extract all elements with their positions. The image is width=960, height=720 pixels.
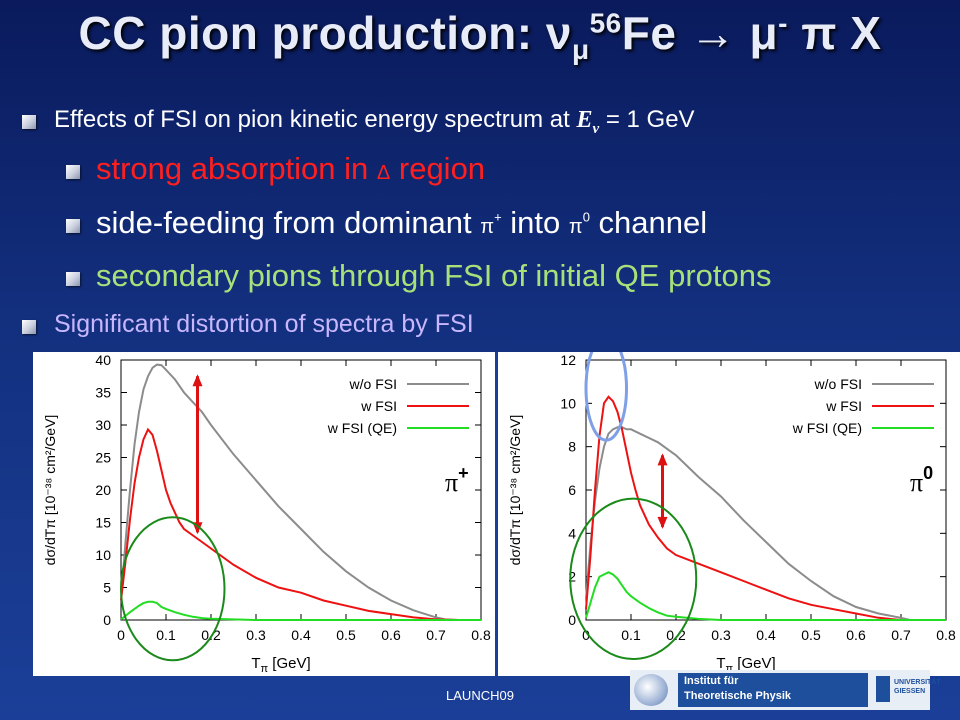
y-tick-label: 25 [95, 450, 111, 466]
y-tick-label: 5 [103, 580, 111, 596]
y-tick-label: 6 [568, 482, 576, 498]
legend-label: w FSI [825, 398, 862, 414]
legend-label: w FSI (QE) [327, 420, 397, 436]
bullet-square-icon [22, 115, 36, 129]
legend-label: w FSI [360, 398, 397, 414]
logo-emblem-icon [634, 674, 668, 706]
y-tick-label: 10 [560, 395, 576, 411]
y-tick-label: 4 [568, 525, 576, 541]
x-tick-label: 0.7 [426, 627, 446, 643]
legend-label: w/o FSI [349, 376, 397, 392]
y-tick-label: 10 [95, 547, 111, 563]
chart-pi-plus-svg: 0 0.1 0.2 0.3 0.4 0.5 0.6 0.7 0.8051015202530354… [42, 352, 491, 675]
x-tick-label: 0.4 [291, 627, 311, 643]
chart-pi-plus: 0 0.1 0.2 0.3 0.4 0.5 0.6 0.7 0.8 0 5 10 15 20 25 30 35 4… [33, 352, 495, 676]
y-axis-label: dσ/dTπ [10⁻³⁸ cm²/GeV] [507, 415, 523, 566]
logo-bar [678, 673, 868, 707]
qe-highlight-ellipse [569, 497, 698, 660]
logo-university: UNIVERSITÄT GIESSEN [894, 679, 941, 695]
y-tick-label: 2 [568, 569, 576, 585]
panel-label: π0 [910, 463, 933, 497]
institute-logo: Institut für Theoretische Physik UNIVERS… [630, 670, 941, 710]
x-axis-label: Tπ [GeV] [716, 655, 775, 675]
bullet-side-feeding: side-feeding from dominant π+ into π0 ch… [96, 205, 708, 240]
bullet-square-icon [66, 272, 80, 286]
university-emblem-icon [876, 676, 890, 702]
y-tick-label: 30 [95, 417, 111, 433]
plot-frame [585, 359, 947, 621]
x-tick-label: 0.6 [381, 627, 401, 643]
series-line-w-fsi [585, 395, 946, 621]
slide-title: CC pion production: νμ56Fe → μ- π X [78, 7, 882, 66]
qe-highlight-ellipse [120, 516, 226, 662]
x-tick-label: 0.6 [846, 627, 866, 643]
peak-highlight-ellipse [584, 352, 628, 442]
fsi-arrowhead-down [192, 522, 203, 535]
series-line-wo-fsi [120, 363, 481, 621]
chart-divider [495, 352, 498, 676]
x-tick-label: 0.5 [336, 627, 356, 643]
y-tick-label: 35 [95, 385, 111, 401]
x-tick-label: 0.1 [621, 627, 641, 643]
x-tick-label: 0 [582, 627, 590, 643]
series-line-w-fsi [120, 427, 481, 621]
logo-line2: Theoretische Physik [684, 690, 791, 702]
logo-line1: Institut für [684, 675, 739, 687]
y-tick-label: 40 [95, 352, 111, 368]
fsi-arrowhead-up [657, 453, 668, 466]
y-tick-label: 15 [95, 515, 111, 531]
bullet-square-icon [22, 320, 36, 334]
x-tick-label: 0.5 [801, 627, 821, 643]
x-tick-label: 0.3 [711, 627, 731, 643]
legend-label: w/o FSI [814, 376, 862, 392]
x-tick-label: 0.3 [246, 627, 266, 643]
y-axis-label: dσ/dTπ [10⁻³⁸ cm²/GeV] [42, 415, 58, 566]
chart-pi-zero: 0 0.1 0.2 0.3 0.4 0.5 0.6 0.7 0.8 0 2 4 6 8 10 12 Tπ [Ge… [498, 352, 960, 676]
bullet-secondary-pions: secondary pions through FSI of initial Q… [96, 258, 772, 293]
legend-label: w FSI (QE) [792, 420, 862, 436]
bullet-significant-distortion: Significant distortion of spectra by FSI [54, 310, 474, 338]
footer-conference: LAUNCH09 [446, 688, 514, 703]
x-tick-label: 0 [117, 627, 125, 643]
fsi-arrowhead-down [657, 516, 668, 529]
plot-frame [120, 359, 482, 621]
y-tick-label: 0 [103, 612, 111, 628]
bullet-effects-fsi: Effects of FSI on pion kinetic energy sp… [54, 106, 695, 137]
y-tick-label: 0 [568, 612, 576, 628]
y-tick-label: 12 [560, 352, 576, 368]
panel-label: π+ [445, 463, 469, 497]
series-line-w-fsi-qe [585, 571, 946, 621]
x-tick-label: 0.1 [156, 627, 176, 643]
x-tick-label: 0.8 [936, 627, 956, 643]
y-tick-label: 20 [95, 482, 111, 498]
x-tick-label: 0.4 [756, 627, 776, 643]
x-axis-label: Tπ [GeV] [251, 655, 310, 675]
y-tick-label: 8 [568, 439, 576, 455]
series-line-w-fsi-qe [120, 600, 481, 621]
fsi-arrowhead-up [192, 374, 203, 387]
bullet-square-icon [66, 165, 80, 179]
bullet-strong-absorption: strong absorption in Δ region [96, 151, 486, 186]
series-line-wo-fsi [585, 426, 946, 621]
x-tick-label: 0.7 [891, 627, 911, 643]
x-tick-label: 0.8 [471, 627, 491, 643]
bullet-square-icon [66, 219, 80, 233]
